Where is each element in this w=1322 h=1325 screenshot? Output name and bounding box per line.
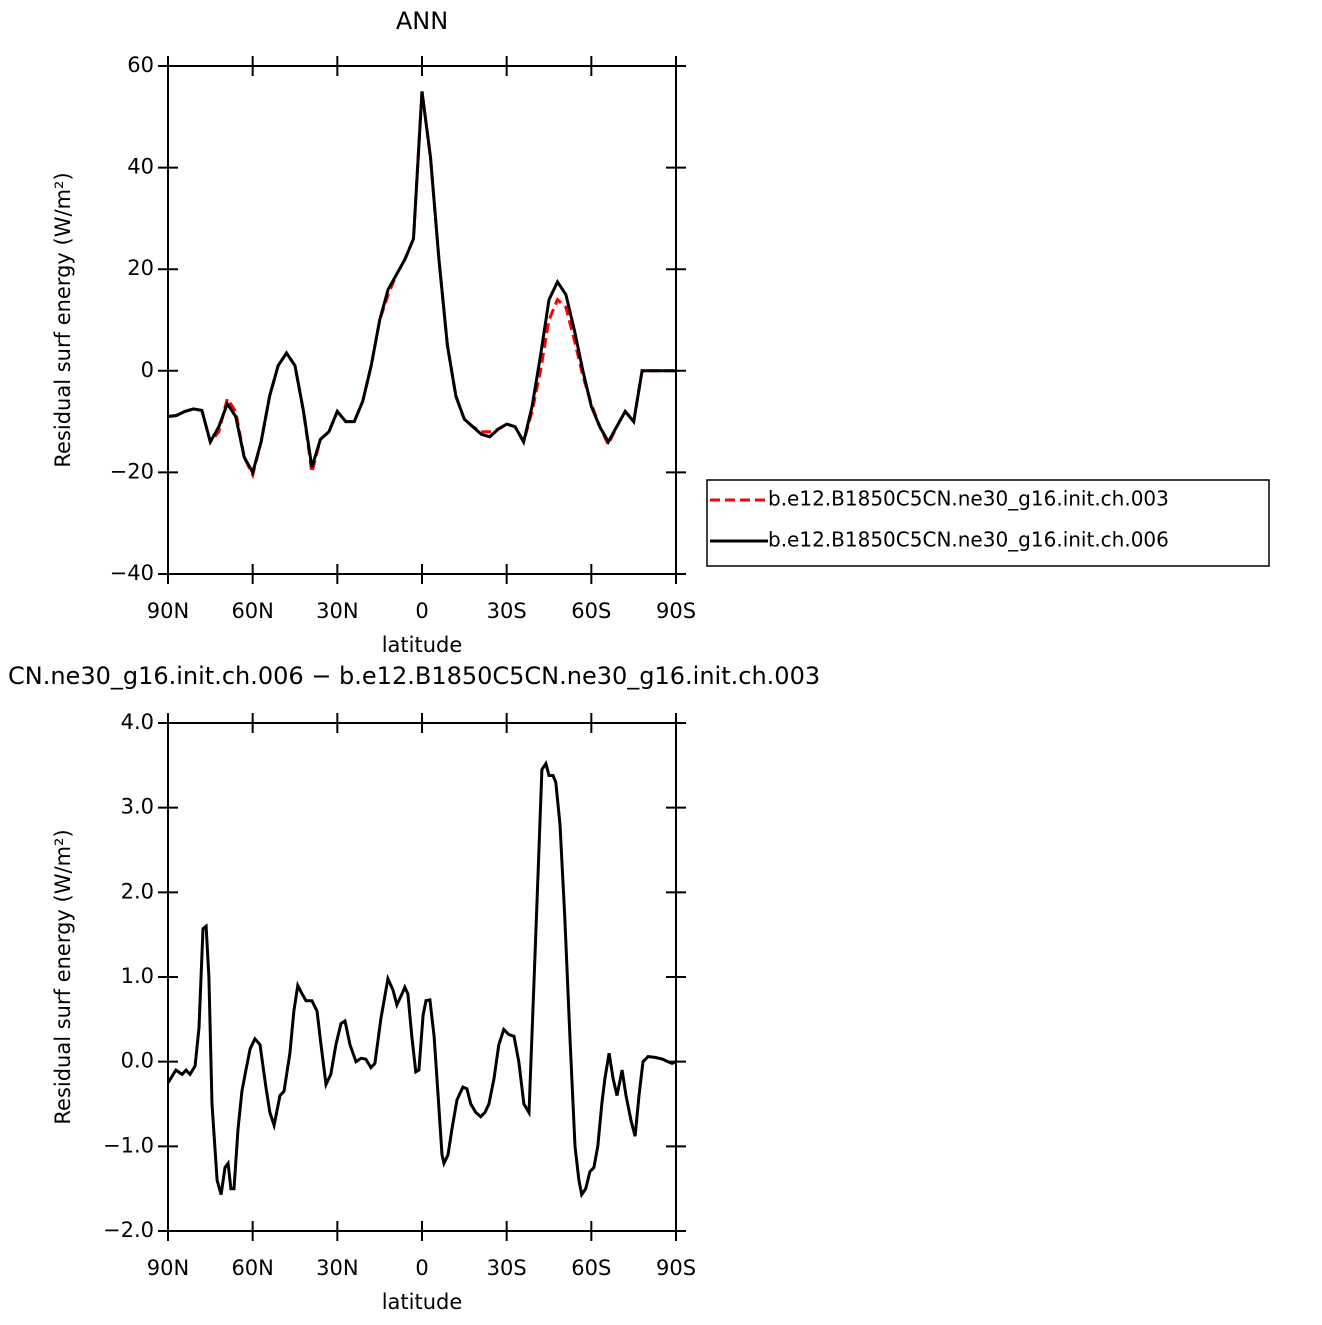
x-tick-label: 90S <box>656 599 696 623</box>
x-tick-label: 30S <box>487 1256 527 1280</box>
data-line <box>166 759 677 1199</box>
x-tick-label: 90N <box>147 599 189 623</box>
x-tick-label: 0 <box>415 599 428 623</box>
y-axis-label: Residual surf energy (W/m²) <box>51 829 75 1124</box>
x-tick-label: 0 <box>415 1256 428 1280</box>
data-line <box>167 91 676 477</box>
legend: b.e12.B1850C5CN.ne30_g16.init.ch.003 b.e1… <box>706 479 1270 567</box>
x-tick-label: 90S <box>656 1256 696 1280</box>
legend-label: b.e12.B1850C5CN.ne30_g16.init.ch.003 <box>768 487 1169 511</box>
x-tick-label: 30S <box>487 599 527 623</box>
y-tick-label: 4.0 <box>121 710 154 734</box>
y-tick-label: 1.0 <box>121 964 154 988</box>
x-tick-label: 60S <box>571 599 611 623</box>
x-tick-label: 90N <box>147 1256 189 1280</box>
x-tick-label: 60N <box>231 1256 273 1280</box>
y-tick-label: 60 <box>127 53 154 77</box>
x-axis-label: latitude <box>382 633 463 657</box>
x-axis-label: latitude <box>382 1290 463 1314</box>
y-tick-label: 20 <box>127 256 154 280</box>
x-tick-label: 30N <box>316 599 358 623</box>
y-tick-label: −1.0 <box>103 1133 154 1157</box>
legend-box <box>706 479 1270 567</box>
legend-label: b.e12.B1850C5CN.ne30_g16.init.ch.006 <box>768 528 1169 552</box>
y-tick-label: 0.0 <box>121 1049 154 1073</box>
y-axis-label: Residual surf energy (W/m²) <box>51 172 75 467</box>
y-tick-label: 0 <box>141 358 154 382</box>
y-tick-label: 2.0 <box>121 879 154 903</box>
y-tick-label: 3.0 <box>121 795 154 819</box>
x-tick-label: 60S <box>571 1256 611 1280</box>
plot-frame <box>167 65 677 575</box>
y-tick-label: −20 <box>110 459 154 483</box>
x-tick-label: 30N <box>316 1256 358 1280</box>
x-tick-label: 60N <box>231 599 273 623</box>
y-tick-label: −2.0 <box>103 1218 154 1242</box>
chart-title: CN.ne30_g16.init.ch.006 − b.e12.B1850C5C… <box>8 662 820 690</box>
y-tick-label: −40 <box>110 561 154 585</box>
chart-title: ANN <box>396 7 448 35</box>
y-tick-label: 40 <box>127 155 154 179</box>
plot-frame <box>167 722 677 1232</box>
data-line <box>167 91 676 480</box>
